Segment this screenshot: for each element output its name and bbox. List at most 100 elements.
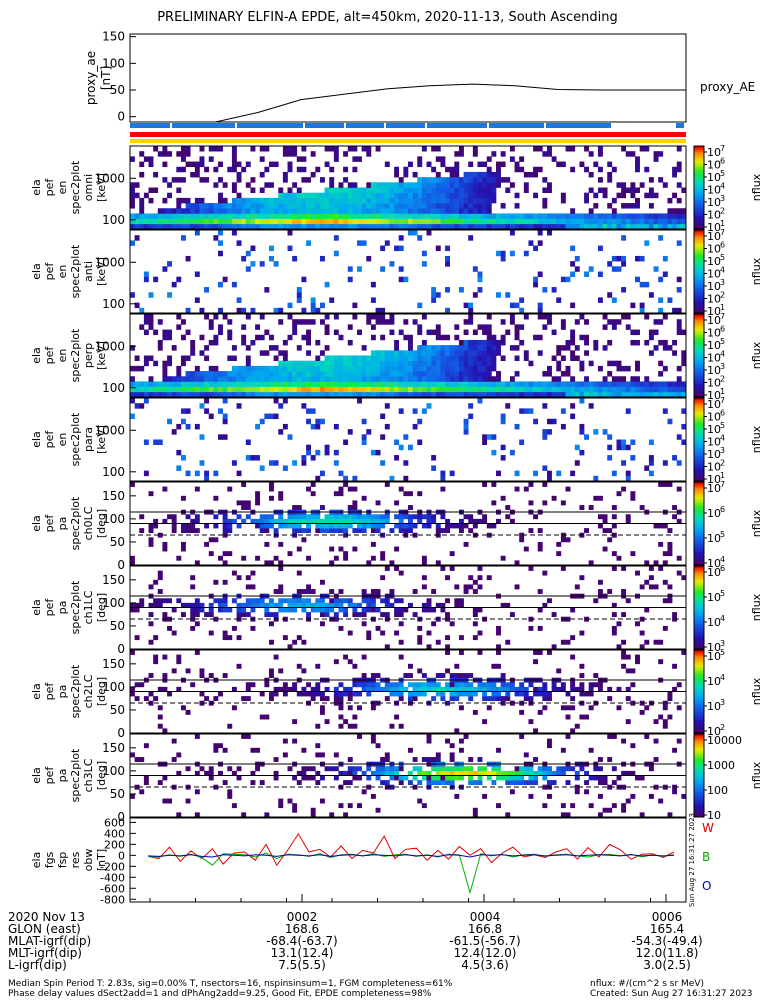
heatmap-cell: [472, 691, 478, 697]
heatmap-cell: [139, 151, 145, 157]
svg-text:5: 5: [720, 337, 725, 346]
heatmap-cell: [259, 187, 265, 193]
heatmap-cell: [537, 589, 543, 594]
colorbar-step: [694, 416, 704, 420]
heatmap-cell: [153, 386, 159, 393]
heatmap-cell: [542, 403, 548, 409]
heatmap-cell: [496, 218, 501, 225]
colorbar-step: [694, 328, 704, 332]
heatmap-cell: [301, 307, 307, 314]
heatmap-cell: [389, 691, 395, 697]
heatmap-cell: [570, 329, 576, 336]
heatmap-cell: [560, 192, 566, 199]
heatmap-cell: [241, 500, 247, 506]
heatmap-cell: [241, 518, 247, 524]
heatmap-cell: [537, 386, 543, 393]
heatmap-cell: [584, 350, 589, 356]
heatmap-cell: [292, 182, 298, 188]
heatmap-cell: [208, 602, 214, 608]
heatmap-cell: [491, 663, 497, 669]
heatmap-cell: [509, 770, 515, 776]
heatmap-cell: [639, 307, 645, 314]
heatmap-cell: [264, 607, 270, 613]
panel-ylabel: ch2LC: [82, 674, 95, 708]
heatmap-cell: [185, 161, 191, 168]
heatmap-cell: [676, 319, 682, 325]
heatmap-cell: [630, 793, 636, 799]
heatmap-cell: [468, 350, 474, 356]
svg-text:10: 10: [707, 448, 721, 461]
heatmap-cell: [570, 339, 576, 346]
heatmap-cell: [537, 607, 543, 613]
heatmap-cell: [616, 223, 622, 230]
heatmap-cell: [676, 518, 682, 524]
heatmap-cell: [528, 408, 534, 414]
heatmap-cell: [380, 757, 386, 762]
heatmap-cell: [278, 223, 284, 230]
heatmap-cell: [468, 161, 474, 168]
heatmap-cell: [482, 187, 488, 193]
heatmap-cell: [435, 371, 441, 377]
heatmap-cell: [287, 360, 293, 367]
heatmap-cell: [630, 386, 636, 393]
heatmap-cell: [204, 470, 210, 477]
heatmap-cell: [213, 470, 219, 477]
heatmap-cell: [231, 213, 237, 219]
heatmap-cell: [250, 625, 256, 631]
heatmap-cell: [528, 391, 534, 398]
heatmap-cell: [185, 197, 191, 204]
heatmap-cell: [370, 682, 376, 688]
heatmap-cell: [347, 514, 353, 520]
heatmap-cell: [282, 203, 288, 209]
heatmap-cell: [250, 223, 256, 230]
heatmap-cell: [454, 602, 460, 608]
heatmap-cell: [222, 182, 228, 188]
heatmap-cell: [255, 518, 261, 524]
heatmap-cell: [635, 386, 640, 393]
heatmap-cell: [635, 621, 640, 627]
heatmap-cell: [301, 403, 307, 409]
heatmap-cell: [194, 391, 200, 398]
heatmap-cell: [357, 223, 362, 230]
heatmap-cell: [542, 682, 548, 688]
heatmap-cell: [588, 171, 594, 178]
heatmap-cell: [384, 403, 390, 409]
heatmap-cell: [528, 566, 534, 571]
heatmap-cell: [380, 391, 386, 398]
heatmap-cell: [579, 334, 585, 341]
heatmap-cell: [245, 203, 251, 209]
heatmap-cell: [143, 192, 149, 199]
heatmap-cell: [403, 350, 409, 356]
ytick-label: 1000: [94, 339, 125, 353]
heatmap-cell: [560, 500, 566, 506]
heatmap-cell: [204, 541, 210, 547]
heatmap-cell: [310, 775, 316, 781]
heatmap-cell: [408, 339, 413, 346]
heatmap-cell: [440, 766, 446, 772]
heatmap-cell: [514, 775, 520, 781]
heatmap-cell: [273, 371, 279, 377]
heatmap-cell: [547, 691, 552, 697]
heatmap-cell: [440, 334, 446, 341]
colorbar-step: [694, 664, 704, 668]
svg-text:6: 6: [720, 325, 725, 334]
colorbar-tick-label: 10: [707, 809, 721, 822]
panel-ylabel: spec2plot: [69, 664, 82, 718]
heatmap-cell: [282, 423, 288, 430]
heatmap-cell: [315, 691, 321, 697]
heatmap-cell: [380, 780, 386, 786]
heatmap-cell: [528, 171, 534, 178]
heatmap-cell: [319, 523, 325, 529]
heatmap-cell: [366, 386, 372, 393]
heatmap-cell: [662, 579, 668, 585]
heatmap-cell: [361, 197, 367, 204]
heatmap-cell: [417, 686, 423, 692]
panel-ylabel: ela: [30, 515, 43, 532]
heatmap-cell: [468, 514, 474, 520]
heatmap-cell: [194, 271, 200, 277]
heatmap-cell: [611, 734, 617, 739]
heatmap-cell: [273, 757, 279, 762]
heatmap-cell: [384, 319, 390, 325]
colorbar-tick-label: 10 4: [707, 434, 725, 449]
heatmap-cell: [315, 528, 321, 534]
